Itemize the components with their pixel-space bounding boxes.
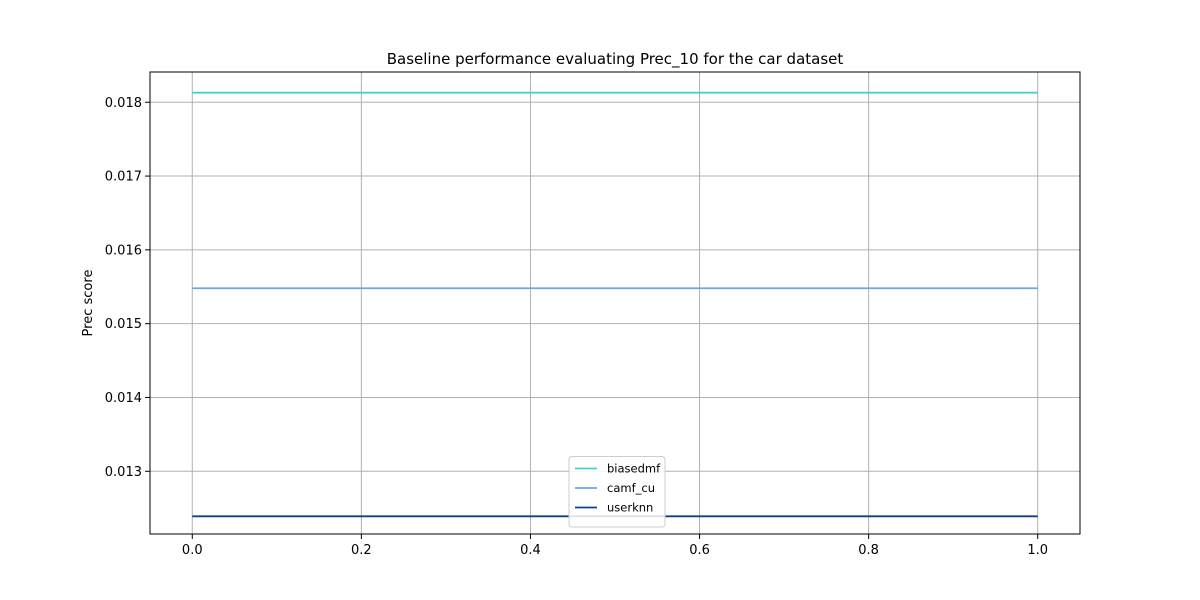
- y-tick-label: 0.014: [105, 391, 142, 406]
- y-tick-label: 0.013: [105, 465, 142, 480]
- series-lines: [192, 91, 1038, 518]
- x-tick-label: 0.6: [689, 543, 710, 558]
- y-tick-label: 0.018: [105, 96, 142, 111]
- y-tick-label: 0.015: [105, 317, 142, 332]
- x-tick-label: 0.2: [351, 543, 372, 558]
- x-tick-label: 1.0: [1027, 543, 1048, 558]
- y-tick-label: 0.016: [105, 243, 142, 258]
- chart-title: Baseline performance evaluating Prec_10 …: [387, 50, 844, 69]
- x-tick-label: 0.0: [182, 543, 203, 558]
- legend-label-camf-cu: camf_cu: [607, 481, 655, 495]
- axis-ticks: 0.0 0.2 0.4 0.6 0.8 1.0 0.013 0.014 0.015 0.016 0.…: [105, 96, 1048, 558]
- y-axis-label: Prec score: [81, 270, 96, 337]
- grid-lines: [150, 72, 1080, 534]
- plot-area-frame: [149, 71, 1081, 535]
- y-tick-label: 0.017: [105, 170, 142, 185]
- legend-box: [568, 456, 666, 528]
- x-tick-label: 0.8: [858, 543, 879, 558]
- legend-label-userknn: userknn: [607, 501, 653, 515]
- legend-label-biasedmf: biasedmf: [607, 462, 661, 476]
- x-tick-label: 0.4: [520, 543, 541, 558]
